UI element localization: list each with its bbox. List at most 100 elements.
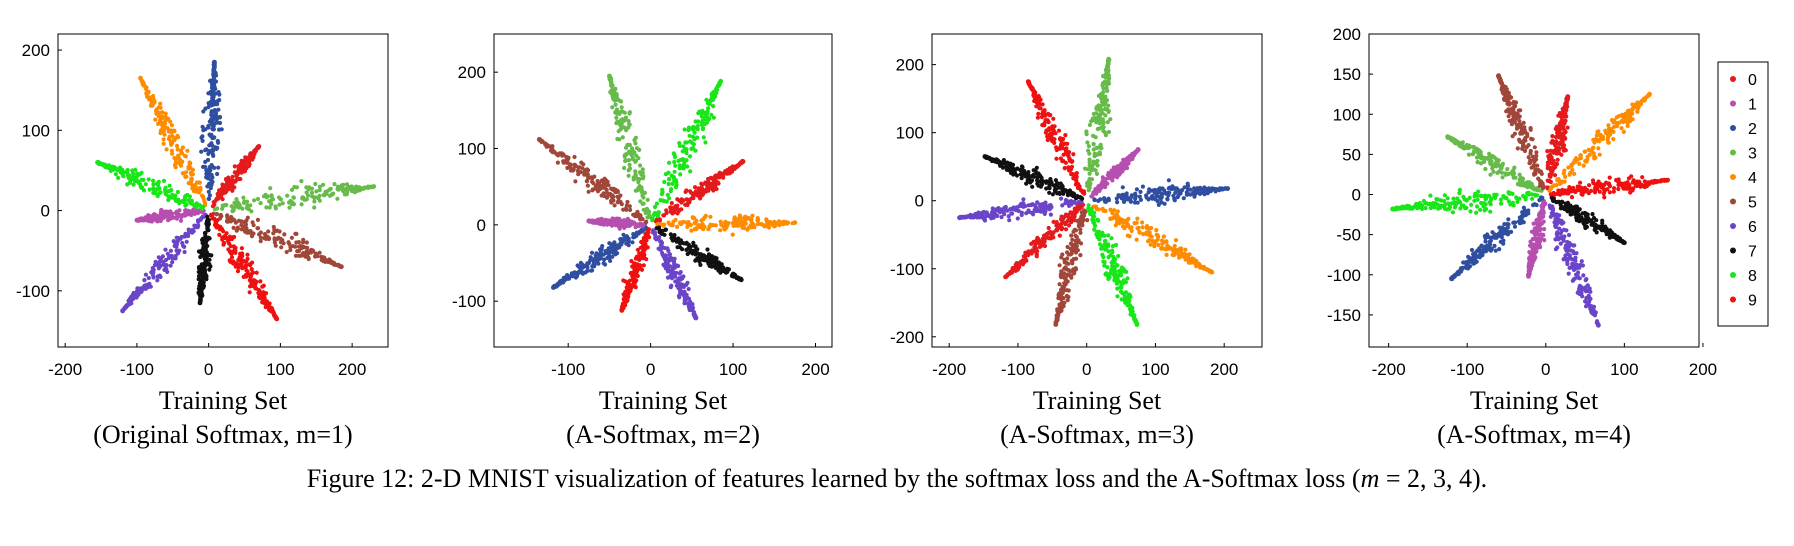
point [309,190,315,195]
point [266,229,271,234]
point [217,232,222,237]
point [269,309,274,314]
point [699,257,704,262]
point [662,199,668,204]
point [258,239,263,244]
point [1058,223,1063,229]
point [660,189,665,194]
point [1029,202,1034,208]
point [671,151,676,156]
point [182,249,187,255]
point [322,255,327,260]
point [588,255,593,260]
point [1057,190,1062,195]
point [772,219,777,224]
point [1176,252,1181,257]
point [1103,80,1108,85]
point [1197,191,1203,196]
point [1026,208,1031,213]
point [624,203,629,208]
point [1101,121,1106,126]
point [1209,269,1215,275]
point [1105,62,1111,67]
point [240,206,245,211]
point [633,188,638,193]
point [668,205,673,210]
point [228,244,233,249]
point [654,201,660,206]
point [978,212,983,217]
point [189,211,194,216]
point [572,154,577,160]
point [1156,202,1161,207]
point [258,296,263,301]
point [692,227,697,232]
point [1055,309,1060,314]
point [999,215,1004,220]
point [233,261,239,266]
point [225,213,230,218]
point [169,123,174,128]
point [703,257,709,262]
point [684,247,689,252]
point [727,167,732,172]
point [1099,117,1104,122]
point [109,165,114,170]
point [300,195,305,200]
point [198,217,203,222]
cluster-7 [196,214,214,306]
point [285,193,290,198]
point [212,59,217,65]
point [206,196,211,201]
point [781,221,786,226]
point [138,75,143,81]
point [218,212,223,218]
point [163,185,168,190]
point [312,205,317,210]
point [1039,243,1044,248]
cluster-5 [1053,208,1090,327]
point [755,218,760,223]
point [591,219,596,224]
point [1172,243,1177,249]
point [1029,210,1035,215]
point [627,142,633,148]
point [177,157,183,162]
point [1178,248,1184,254]
point [569,166,574,172]
point [166,218,171,223]
point [1060,203,1065,208]
point [168,140,173,145]
point [238,176,243,182]
point [673,163,678,168]
point [287,205,292,210]
point [1090,193,1095,199]
point [1058,305,1063,310]
y-tick-label: 200 [22,41,50,60]
point [1114,281,1120,286]
point [711,185,717,190]
point [610,94,615,99]
point [134,291,139,296]
point [1104,181,1109,186]
point [199,284,204,289]
point [585,173,590,178]
point [1181,196,1186,201]
point [217,195,222,200]
point [702,253,707,259]
point [1147,238,1152,243]
point [675,245,680,250]
point [682,127,687,132]
point [1126,222,1131,227]
point [1113,242,1119,248]
point [199,263,204,268]
point [203,247,208,252]
point [1135,226,1140,231]
point [1057,233,1062,238]
point [647,235,652,240]
point [614,96,620,101]
point [139,170,144,175]
point [1146,197,1151,202]
cluster-1 [586,216,648,231]
point [640,201,645,206]
